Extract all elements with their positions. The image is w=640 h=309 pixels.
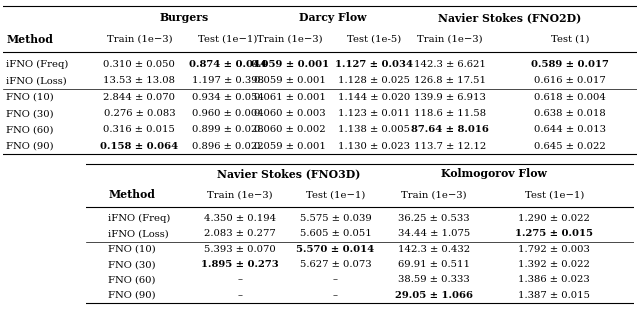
Text: Kolmogorov Flow: Kolmogorov Flow	[441, 168, 547, 180]
Text: 1.895 ± 0.273: 1.895 ± 0.273	[201, 260, 278, 269]
Text: 113.7 ± 12.12: 113.7 ± 12.12	[414, 142, 486, 151]
Text: 0.060 ± 0.003: 0.060 ± 0.003	[254, 109, 325, 118]
Text: –: –	[333, 291, 338, 300]
Text: Test (1): Test (1)	[551, 35, 589, 44]
Text: 0.618 ± 0.004: 0.618 ± 0.004	[534, 93, 606, 102]
Text: 142.3 ± 0.432: 142.3 ± 0.432	[398, 245, 470, 254]
Text: 0.059 ± 0.001: 0.059 ± 0.001	[250, 60, 329, 69]
Text: 0.059 ± 0.001: 0.059 ± 0.001	[253, 76, 326, 85]
Text: 29.05 ± 1.066: 29.05 ± 1.066	[395, 291, 473, 300]
Text: 5.570 ± 0.014: 5.570 ± 0.014	[296, 245, 374, 254]
Text: 142.3 ± 6.621: 142.3 ± 6.621	[414, 60, 486, 69]
Text: Test (1e−1): Test (1e−1)	[198, 35, 258, 44]
Text: 0.645 ± 0.022: 0.645 ± 0.022	[534, 142, 606, 151]
Text: 34.44 ± 1.075: 34.44 ± 1.075	[397, 229, 470, 238]
Text: 0.316 ± 0.015: 0.316 ± 0.015	[104, 125, 175, 134]
Text: FNO (60): FNO (60)	[108, 275, 156, 285]
Text: Navier Stokes (FNO2D): Navier Stokes (FNO2D)	[438, 12, 582, 23]
Text: Train (1e−3): Train (1e−3)	[107, 35, 172, 44]
Text: 1.138 ± 0.005: 1.138 ± 0.005	[338, 125, 410, 134]
Text: Test (1e−1): Test (1e−1)	[525, 190, 584, 199]
Text: –: –	[237, 275, 242, 285]
Text: 0.158 ± 0.064: 0.158 ± 0.064	[100, 142, 179, 151]
Text: 0.638 ± 0.018: 0.638 ± 0.018	[534, 109, 606, 118]
Text: Test (1e−1): Test (1e−1)	[306, 190, 365, 199]
Text: iFNO (Loss): iFNO (Loss)	[6, 76, 67, 85]
Text: Train (1e−3): Train (1e−3)	[207, 190, 273, 199]
Text: 4.350 ± 0.194: 4.350 ± 0.194	[204, 214, 276, 223]
Text: 1.197 ± 0.398: 1.197 ± 0.398	[192, 76, 264, 85]
Text: Darcy Flow: Darcy Flow	[299, 12, 367, 23]
Text: 0.616 ± 0.017: 0.616 ± 0.017	[534, 76, 606, 85]
Text: Train (1e−3): Train (1e−3)	[417, 35, 483, 44]
Text: Navier Stokes (FNO3D): Navier Stokes (FNO3D)	[217, 168, 360, 180]
Text: 0.060 ± 0.002: 0.060 ± 0.002	[254, 125, 325, 134]
Text: 2.844 ± 0.070: 2.844 ± 0.070	[104, 93, 175, 102]
Text: 1.387 ± 0.015: 1.387 ± 0.015	[518, 291, 590, 300]
Text: Method: Method	[108, 189, 155, 200]
Text: 5.627 ± 0.073: 5.627 ± 0.073	[300, 260, 371, 269]
Text: 1.123 ± 0.011: 1.123 ± 0.011	[338, 109, 410, 118]
Text: iFNO (Freq): iFNO (Freq)	[6, 60, 68, 69]
Text: 13.53 ± 13.08: 13.53 ± 13.08	[104, 76, 175, 85]
Text: 126.8 ± 17.51: 126.8 ± 17.51	[414, 76, 486, 85]
Text: iFNO (Loss): iFNO (Loss)	[108, 229, 169, 238]
Text: Method: Method	[6, 34, 53, 45]
Text: 118.6 ± 11.58: 118.6 ± 11.58	[414, 109, 486, 118]
Text: 69.91 ± 0.511: 69.91 ± 0.511	[398, 260, 470, 269]
Text: 5.393 ± 0.070: 5.393 ± 0.070	[204, 245, 275, 254]
Text: 0.899 ± 0.028: 0.899 ± 0.028	[192, 125, 264, 134]
Text: 1.275 ± 0.015: 1.275 ± 0.015	[515, 229, 593, 238]
Text: 0.644 ± 0.013: 0.644 ± 0.013	[534, 125, 606, 134]
Text: 1.127 ± 0.034: 1.127 ± 0.034	[335, 60, 413, 69]
Text: FNO (10): FNO (10)	[108, 245, 156, 254]
Text: Burgers: Burgers	[159, 12, 209, 23]
Text: –: –	[333, 275, 338, 285]
Text: Train (1e−3): Train (1e−3)	[401, 190, 467, 199]
Text: 0.896 ± 0.022: 0.896 ± 0.022	[192, 142, 264, 151]
Text: 0.059 ± 0.001: 0.059 ± 0.001	[253, 142, 326, 151]
Text: FNO (30): FNO (30)	[108, 260, 156, 269]
Text: 1.144 ± 0.020: 1.144 ± 0.020	[338, 93, 410, 102]
Text: 38.59 ± 0.333: 38.59 ± 0.333	[398, 275, 470, 285]
Text: iFNO (Freq): iFNO (Freq)	[108, 214, 171, 223]
Text: 87.64 ± 8.016: 87.64 ± 8.016	[411, 125, 489, 134]
Text: Test (1e-5): Test (1e-5)	[347, 35, 401, 44]
Text: FNO (90): FNO (90)	[108, 291, 156, 300]
Text: 2.083 ± 0.277: 2.083 ± 0.277	[204, 229, 275, 238]
Text: 5.575 ± 0.039: 5.575 ± 0.039	[300, 214, 371, 223]
Text: 1.386 ± 0.023: 1.386 ± 0.023	[518, 275, 590, 285]
Text: 1.392 ± 0.022: 1.392 ± 0.022	[518, 260, 590, 269]
Text: –: –	[237, 291, 242, 300]
Text: 1.128 ± 0.025: 1.128 ± 0.025	[338, 76, 410, 85]
Text: 0.276 ± 0.083: 0.276 ± 0.083	[104, 109, 175, 118]
Text: 0.061 ± 0.001: 0.061 ± 0.001	[253, 93, 326, 102]
Text: 0.934 ± 0.054: 0.934 ± 0.054	[192, 93, 264, 102]
Text: FNO (60): FNO (60)	[6, 125, 54, 134]
Text: Train (1e−3): Train (1e−3)	[257, 35, 323, 44]
Text: 1.792 ± 0.003: 1.792 ± 0.003	[518, 245, 590, 254]
Text: 1.130 ± 0.023: 1.130 ± 0.023	[338, 142, 410, 151]
Text: FNO (10): FNO (10)	[6, 93, 54, 102]
Text: 0.960 ± 0.004: 0.960 ± 0.004	[192, 109, 264, 118]
Text: 0.589 ± 0.017: 0.589 ± 0.017	[531, 60, 609, 69]
Text: 0.874 ± 0.044: 0.874 ± 0.044	[189, 60, 267, 69]
Text: FNO (30): FNO (30)	[6, 109, 54, 118]
Text: 36.25 ± 0.533: 36.25 ± 0.533	[398, 214, 470, 223]
Text: 139.9 ± 6.913: 139.9 ± 6.913	[414, 93, 486, 102]
Text: 1.290 ± 0.022: 1.290 ± 0.022	[518, 214, 590, 223]
Text: FNO (90): FNO (90)	[6, 142, 54, 151]
Text: 0.310 ± 0.050: 0.310 ± 0.050	[104, 60, 175, 69]
Text: 5.605 ± 0.051: 5.605 ± 0.051	[300, 229, 371, 238]
